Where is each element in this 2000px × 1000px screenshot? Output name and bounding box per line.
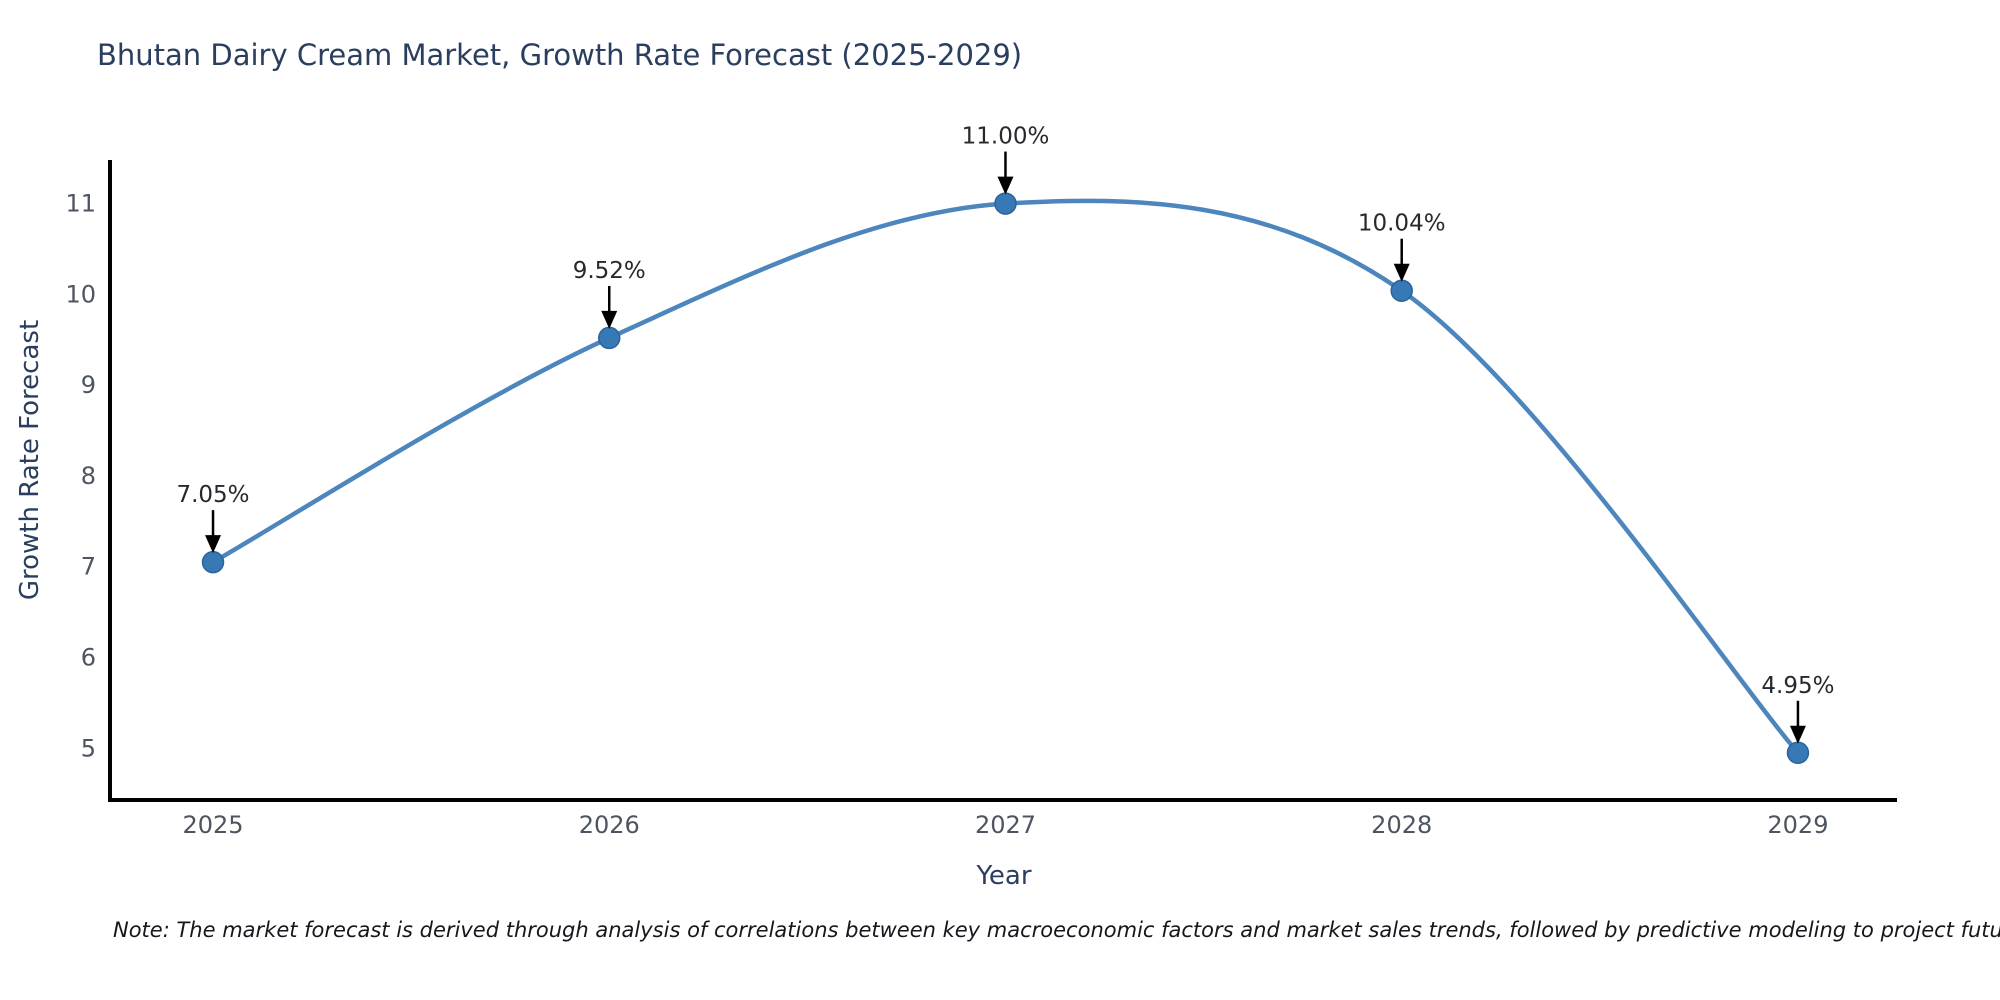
annotation-arrowhead (205, 535, 222, 554)
series-line (210, 198, 1801, 756)
annotation-arrowhead (601, 310, 618, 329)
y-tick-label: 10 (65, 280, 96, 308)
chart-footnote: Note: The market forecast is derived thr… (113, 918, 2000, 942)
x-tick-label: 2026 (579, 811, 640, 839)
data-point-marker (994, 192, 1017, 215)
y-tick-label: 5 (81, 734, 96, 762)
data-point-marker (598, 326, 621, 350)
annotation-label: 11.00% (962, 124, 1050, 150)
annotation-label: 10.04% (1358, 211, 1446, 237)
annotation-label: 4.95% (1761, 673, 1834, 699)
data-point-marker (1390, 279, 1413, 302)
y-tick-label: 7 (81, 553, 96, 581)
annotation-arrowhead (997, 176, 1014, 195)
y-tick-label: 9 (81, 371, 96, 399)
annotation-label: 7.05% (176, 482, 249, 508)
y-tick-label: 11 (65, 190, 96, 218)
annotation-arrowhead (1393, 263, 1410, 282)
data-point-marker (1786, 741, 1810, 765)
x-tick-label: 2025 (182, 811, 243, 839)
annotation-arrowhead (1789, 725, 1806, 744)
chart-title: Bhutan Dairy Cream Market, Growth Rate F… (97, 38, 1023, 72)
x-tick-label: 2029 (1767, 811, 1828, 839)
x-tick-label: 2027 (975, 811, 1036, 839)
annotation-label: 9.52% (573, 258, 646, 284)
y-tick-label: 6 (81, 643, 96, 671)
x-axis-title: Year (976, 861, 1032, 891)
y-tick-label: 8 (81, 462, 96, 490)
data-point-marker (201, 550, 225, 574)
x-tick-label: 2028 (1371, 811, 1432, 839)
